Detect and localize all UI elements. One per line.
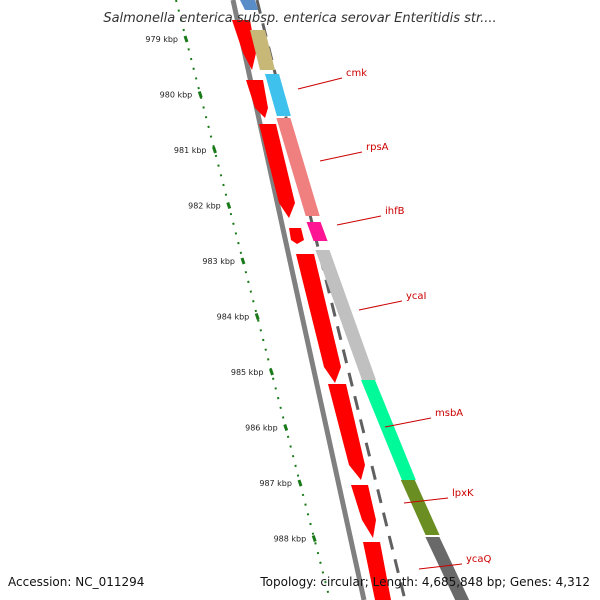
scale-tick [269,368,274,376]
gene-label-cmk[interactable]: cmk [346,68,367,79]
cds-arrow[interactable] [259,124,295,218]
gene-block-partial[interactable] [250,30,275,70]
scale-tick-label: 984 kbp [217,313,250,322]
scale-tick [311,535,317,542]
scale-tick [254,313,260,320]
scale-tick [283,424,289,431]
gene-label-leader [403,497,449,504]
scale-tick-label: 986 kbp [245,424,278,433]
scale-tick [297,479,303,487]
scale-tick-label: 981 kbp [174,146,207,155]
gene-label-rpsa[interactable]: rpsA [366,142,389,153]
gene-label-leader [384,417,432,428]
cds-arrow[interactable] [328,384,365,480]
cds-arrow[interactable] [246,80,268,118]
gene-block-lpxk[interactable] [400,480,440,535]
gene-block-rpsa[interactable] [276,118,320,216]
scale-tick-label: 988 kbp [274,535,307,544]
gene-labels: cmk rpsA ihfB ycaI msbA lpxK ycaQ [297,68,492,570]
scale-tick [240,257,246,265]
gene-block-ycaq[interactable] [425,537,470,600]
gene-features [240,0,470,600]
gene-block-ycai[interactable] [315,250,377,380]
gene-label-ihfb[interactable]: ihfB [385,206,405,217]
gene-block-cmk[interactable] [265,74,291,116]
cds-arrow[interactable] [232,20,256,70]
gene-label-ycai[interactable]: ycaI [406,291,427,302]
scale-tick-label: 979 kbp [145,35,178,44]
cds-arrow[interactable] [289,228,304,244]
cds-arrow[interactable] [363,542,391,600]
accession-text: Accession: NC_011294 [8,575,144,589]
gene-block-msba[interactable] [361,380,416,480]
cds-features [232,20,391,600]
gene-label-leader [319,151,363,162]
scale-tick [183,35,189,43]
scale-tick [212,146,217,154]
scale-tick-label: 987 kbp [259,479,292,488]
gene-label-leader [336,215,382,226]
genome-summary-text: Topology: circular; Length: 4,685,848 bp… [259,575,590,589]
scale-tick-label: 983 kbp [202,257,235,266]
gene-label-ycaq[interactable]: ycaQ [466,554,492,565]
gene-block-ihfb[interactable] [306,222,328,241]
map-title: Salmonella enterica subsp. enterica sero… [103,11,496,26]
scale-tick [226,202,232,209]
gene-block-partial[interactable] [240,0,258,10]
cds-arrow[interactable] [296,254,341,383]
scale-tick-label: 985 kbp [231,368,264,377]
gene-label-msba[interactable]: msbA [435,408,463,419]
scale-tick-label: 982 kbp [188,202,221,211]
gene-label-leader [297,77,343,90]
scale-tick-label: 980 kbp [160,91,193,100]
scale-ticks: 979 kbp 980 kbp 981 kbp 982 kbp 983 kbp 984 k… [145,0,331,600]
gene-label-leader [418,563,463,570]
gene-label-leader [358,300,403,311]
cds-arrow[interactable] [351,485,376,538]
gene-label-lpxk[interactable]: lpxK [452,488,474,499]
scale-tick [197,91,203,98]
